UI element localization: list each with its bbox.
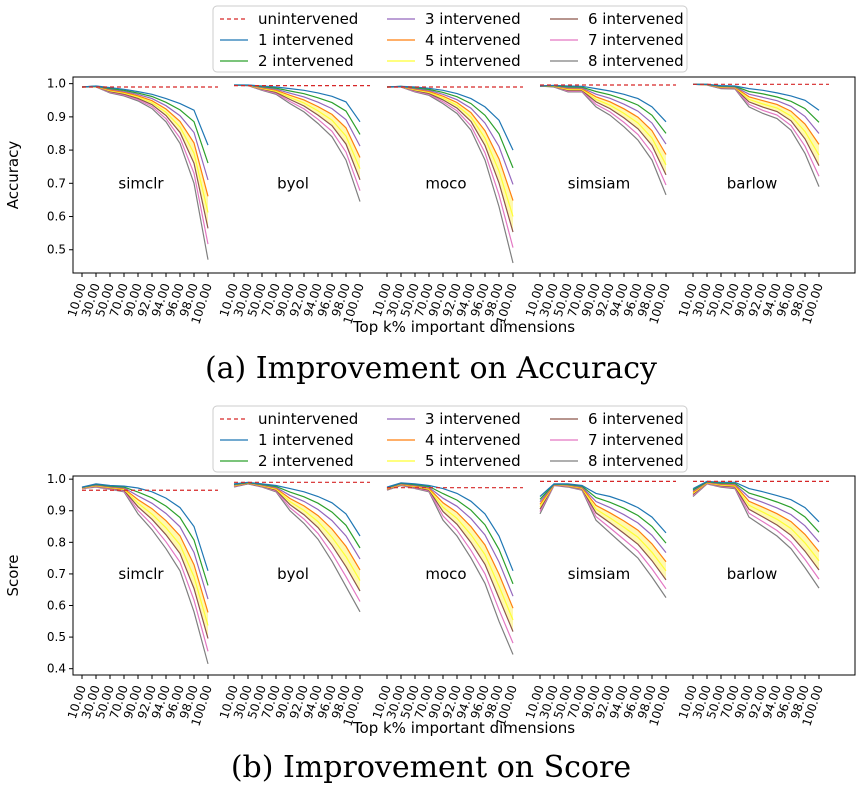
y-tick-label: 0.6 xyxy=(47,210,66,224)
panel-moco: moco10.0030.0050.0070.0090.0092.0094.009… xyxy=(370,85,523,326)
series-line-2-intervened xyxy=(233,481,361,549)
y-tick-label: 0.7 xyxy=(47,567,66,581)
x-axis-label: Top k% important dimensions xyxy=(352,719,575,737)
legend-label-unintervened: unintervened xyxy=(258,10,358,28)
legend-label-i1: 1 intervened xyxy=(258,431,354,449)
legend-1: unintervened 1 intervened 2 intervened 3 in… xyxy=(212,405,688,473)
legend-label-i6: 6 intervened xyxy=(588,410,684,428)
y-tick-label: 0.5 xyxy=(47,630,66,644)
panel-byol: byol10.0030.0050.0070.0090.0092.0094.009… xyxy=(217,481,370,728)
band-fill-moco xyxy=(387,484,513,632)
model-label: moco xyxy=(425,174,466,192)
panel-simsiam: simsiam10.0030.0050.0070.0090.0092.0094.… xyxy=(523,480,676,728)
series-line-4-intervened xyxy=(692,83,820,145)
model-label: simclr xyxy=(118,174,164,192)
legend-label-i8: 8 intervened xyxy=(588,52,684,70)
y-tick-label: 0.9 xyxy=(47,110,66,124)
legend-label-i7: 7 intervened xyxy=(588,431,684,449)
legend-label-unintervened: unintervened xyxy=(258,410,358,428)
model-label: moco xyxy=(425,565,466,583)
panel-simsiam: simsiam10.0030.0050.0070.0090.0092.0094.… xyxy=(523,84,676,326)
y-tick-label: 0.8 xyxy=(47,535,66,549)
series-line-1-intervened xyxy=(693,83,820,111)
series-line-1-intervened xyxy=(692,480,820,523)
legend-frame xyxy=(212,5,688,73)
band-fill-barlow xyxy=(693,482,819,570)
axes-frame xyxy=(72,76,856,274)
model-label: simsiam xyxy=(568,565,630,583)
panel-barlow: barlow10.0030.0050.0070.0090.0092.0094.0… xyxy=(676,83,829,326)
series-line-1-intervened xyxy=(539,84,667,123)
model-label: barlow xyxy=(727,174,778,192)
y-tick-label: 0.7 xyxy=(47,176,66,190)
series-line-4-intervened xyxy=(81,484,209,613)
model-label: barlow xyxy=(727,565,778,583)
legend-label-i4: 4 intervened xyxy=(425,431,521,449)
model-label: byol xyxy=(277,565,309,583)
model-label: byol xyxy=(277,174,309,192)
series-line-1-intervened xyxy=(539,483,667,534)
y-axis-label: Score xyxy=(4,554,22,596)
figure-caption: (a) Improvement on Accuracy xyxy=(205,351,657,386)
y-tick-label: 1.0 xyxy=(47,472,66,486)
legend-label-i6: 6 intervened xyxy=(588,10,684,28)
legend-label-i7: 7 intervened xyxy=(588,31,684,49)
legend-label-i1: 1 intervened xyxy=(258,31,354,49)
series-line-4-intervened xyxy=(233,84,361,158)
y-tick-label: 0.5 xyxy=(47,243,66,257)
model-label: simsiam xyxy=(568,174,630,192)
chart-0: 0.5 0.6 0.7 0.8 0.9 1.0 Accuracy Top k% importa… xyxy=(4,76,856,386)
y-tick-label: 0.9 xyxy=(47,504,66,518)
band-fill-byol xyxy=(234,483,360,592)
legend-label-i2: 2 intervened xyxy=(258,452,354,470)
legend-label-i2: 2 intervened xyxy=(258,52,354,70)
band-fill-barlow xyxy=(693,84,819,166)
legend-label-i5: 5 intervened xyxy=(425,452,521,470)
legend-label-i3: 3 intervened xyxy=(425,10,521,28)
y-tick-label: 0.6 xyxy=(47,599,66,613)
band-fill-simclr xyxy=(82,86,208,229)
series-line-1-intervened xyxy=(386,85,514,151)
y-tick-label: 1.0 xyxy=(47,77,66,91)
axes-frame xyxy=(72,475,856,676)
series-line-1-intervened xyxy=(233,481,361,537)
legend-frame xyxy=(212,405,688,473)
y-tick-label: 0.4 xyxy=(47,662,66,676)
legend-label-i8: 8 intervened xyxy=(588,452,684,470)
legend-label-i3: 3 intervened xyxy=(425,410,521,428)
panel-byol: byol10.0030.0050.0070.0090.0092.0094.009… xyxy=(217,84,370,326)
x-axis-label: Top k% important dimensions xyxy=(352,318,575,336)
legend-label-i4: 4 intervened xyxy=(425,31,521,49)
series-line-7-intervened xyxy=(81,86,209,245)
panel-barlow: barlow10.0030.0050.0070.0090.0092.0094.0… xyxy=(676,480,829,728)
series-line-1-intervened xyxy=(386,482,514,572)
y-axis-label: Accuracy xyxy=(4,141,22,210)
figure-caption: (b) Improvement on Score xyxy=(231,750,631,785)
band-fill-simsiam xyxy=(540,86,666,175)
legend-0: unintervened 1 intervened 2 intervened 3 in… xyxy=(212,5,688,73)
panel-simclr: simclr10.0030.0050.0070.0090.0092.0094.0… xyxy=(65,483,218,728)
series-line-5-intervened xyxy=(539,484,667,572)
panel-moco: moco10.0030.0050.0070.0090.0092.0094.009… xyxy=(370,482,523,728)
series-line-6-intervened xyxy=(692,482,820,571)
panel-simclr: simclr10.0030.0050.0070.0090.0092.0094.0… xyxy=(65,85,218,326)
chart-1: 0.4 0.5 0.6 0.7 0.8 0.9 1.0 Score Top k% importa… xyxy=(4,472,856,785)
legend-label-i5: 5 intervened xyxy=(425,52,521,70)
y-tick-label: 0.8 xyxy=(47,143,66,157)
model-label: simclr xyxy=(118,565,164,583)
